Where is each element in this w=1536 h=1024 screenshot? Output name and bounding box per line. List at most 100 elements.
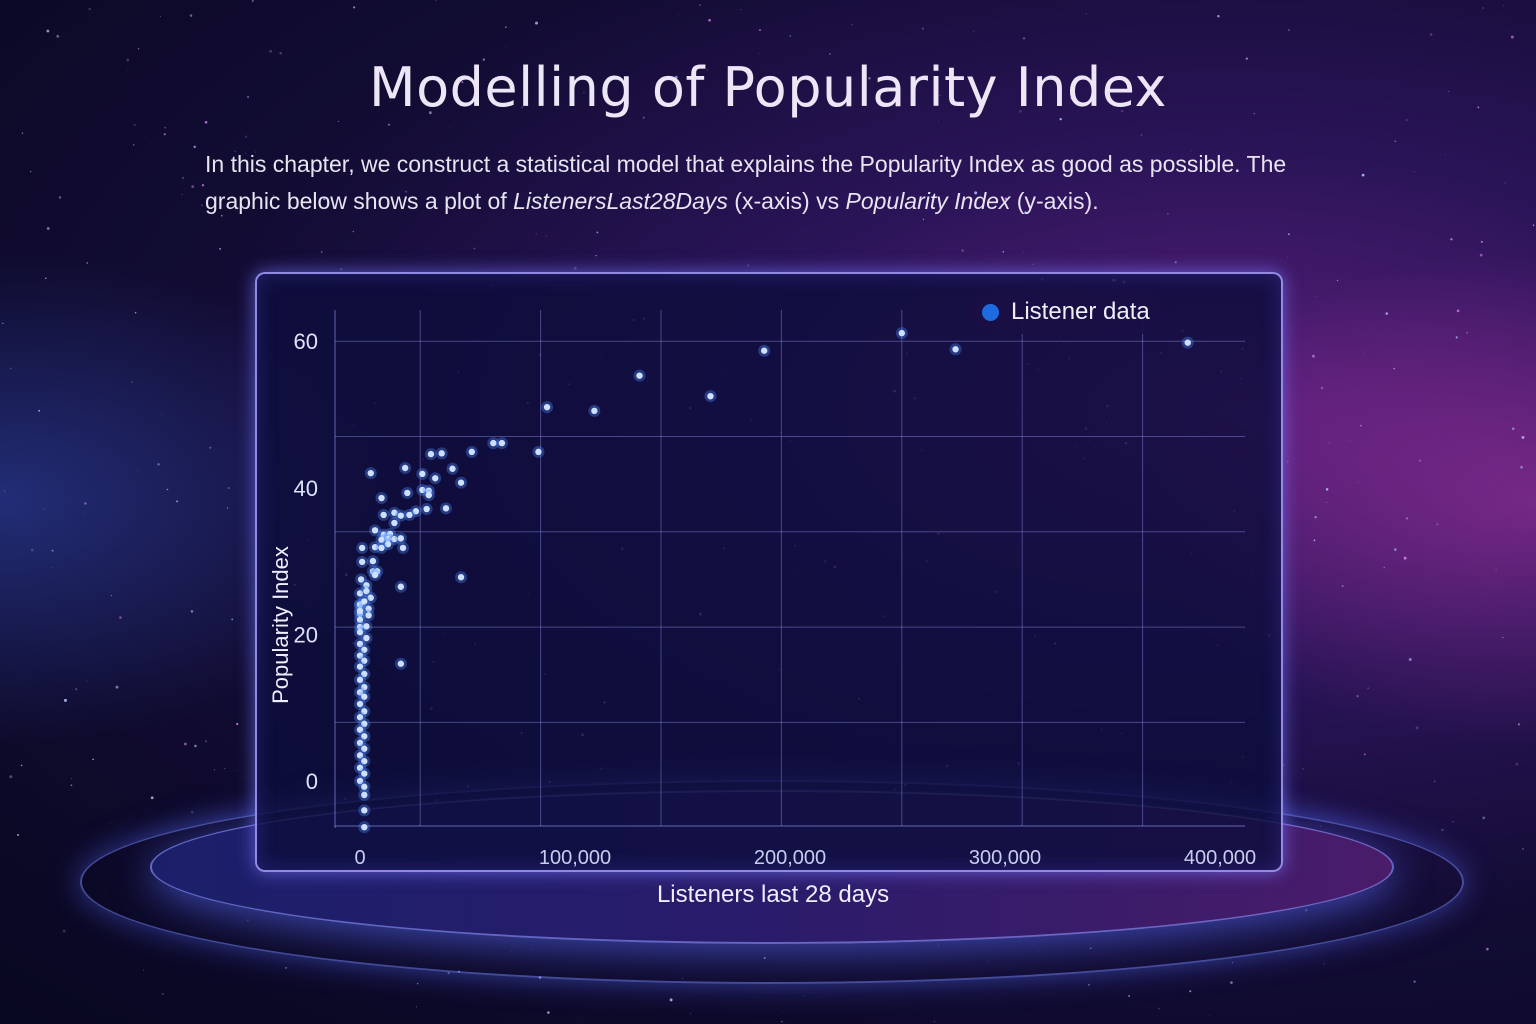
star <box>1441 828 1444 832</box>
star <box>109 822 111 824</box>
star <box>133 123 136 127</box>
star <box>428 111 432 115</box>
data-point <box>361 598 368 605</box>
star <box>236 722 239 726</box>
star <box>137 469 139 471</box>
star <box>1394 140 1397 143</box>
star <box>234 150 236 153</box>
data-point <box>457 479 465 486</box>
star <box>669 998 673 1002</box>
data-point <box>391 509 398 516</box>
star <box>181 176 185 180</box>
star <box>482 58 485 61</box>
star <box>1436 523 1439 526</box>
star <box>84 502 87 505</box>
star <box>353 6 356 9</box>
data-point <box>427 450 435 458</box>
data-point <box>419 486 426 494</box>
star <box>1314 515 1317 519</box>
x-tick-label: 0 <box>354 847 365 869</box>
star <box>133 144 135 146</box>
star <box>1085 13 1087 15</box>
data-point <box>404 489 411 497</box>
star <box>46 29 50 33</box>
star <box>1511 427 1515 431</box>
data-point <box>356 689 364 696</box>
intro-text-3: (y-axis). <box>1010 188 1099 214</box>
star <box>1495 568 1497 570</box>
star <box>802 995 805 997</box>
star <box>505 26 507 28</box>
star <box>1394 548 1397 551</box>
star <box>1418 459 1422 463</box>
star <box>163 133 166 136</box>
tick-labels: 0 100,000 200,000 300,000 400,000 0 20 40 60 <box>294 329 1257 869</box>
star <box>1349 439 1351 441</box>
star <box>1482 7 1485 9</box>
star <box>1209 1014 1210 1016</box>
star <box>1174 261 1177 264</box>
star <box>706 69 708 71</box>
intro-text-1: In this chapter, we construct a statisti… <box>205 151 1287 214</box>
y-tick-label: 60 <box>294 329 318 354</box>
star <box>619 192 621 194</box>
star <box>9 775 13 779</box>
data-point <box>468 448 475 456</box>
data-point <box>365 605 372 612</box>
star <box>1328 442 1331 444</box>
star <box>115 685 119 689</box>
y-axis-label: Popularity Index <box>268 546 293 704</box>
star <box>44 277 47 280</box>
data-point <box>419 470 426 478</box>
x-tick-label: 300,000 <box>969 847 1041 869</box>
star <box>521 106 524 109</box>
data-point <box>591 407 598 415</box>
data-point <box>1184 339 1191 346</box>
intro-paragraph: In this chapter, we construct a statisti… <box>205 146 1315 220</box>
star <box>545 235 547 237</box>
star <box>134 311 137 314</box>
star <box>573 266 577 270</box>
star <box>1245 57 1248 60</box>
star <box>1323 963 1325 965</box>
data-point <box>357 576 365 583</box>
star <box>449 126 451 127</box>
star <box>88 7 91 11</box>
star <box>1403 556 1407 560</box>
star <box>164 126 166 129</box>
star <box>387 123 391 126</box>
data-point <box>367 594 374 601</box>
star <box>189 14 193 17</box>
star <box>535 21 538 25</box>
star <box>1504 182 1506 184</box>
star <box>461 81 464 84</box>
data-point <box>761 347 768 354</box>
star <box>1325 502 1327 504</box>
star <box>1022 37 1026 40</box>
star <box>201 204 203 206</box>
star <box>1482 816 1486 820</box>
star <box>75 688 78 691</box>
star <box>595 255 597 257</box>
legend-marker-icon <box>982 303 999 321</box>
star <box>108 226 110 228</box>
star <box>1288 233 1290 236</box>
data-point <box>361 708 368 715</box>
star <box>126 69 128 71</box>
star <box>1018 109 1022 113</box>
data-point <box>380 531 387 538</box>
legend-label: Listener data <box>1011 298 1150 325</box>
data-point <box>397 512 405 519</box>
data-point <box>378 544 385 552</box>
data-point <box>356 764 364 772</box>
star <box>1357 481 1359 483</box>
star <box>758 52 760 54</box>
data-point <box>636 372 643 379</box>
star <box>918 107 920 109</box>
star <box>740 9 742 10</box>
star <box>30 548 34 552</box>
data-point <box>356 616 364 623</box>
data-point <box>356 726 364 733</box>
star <box>789 35 791 37</box>
star <box>166 488 169 491</box>
